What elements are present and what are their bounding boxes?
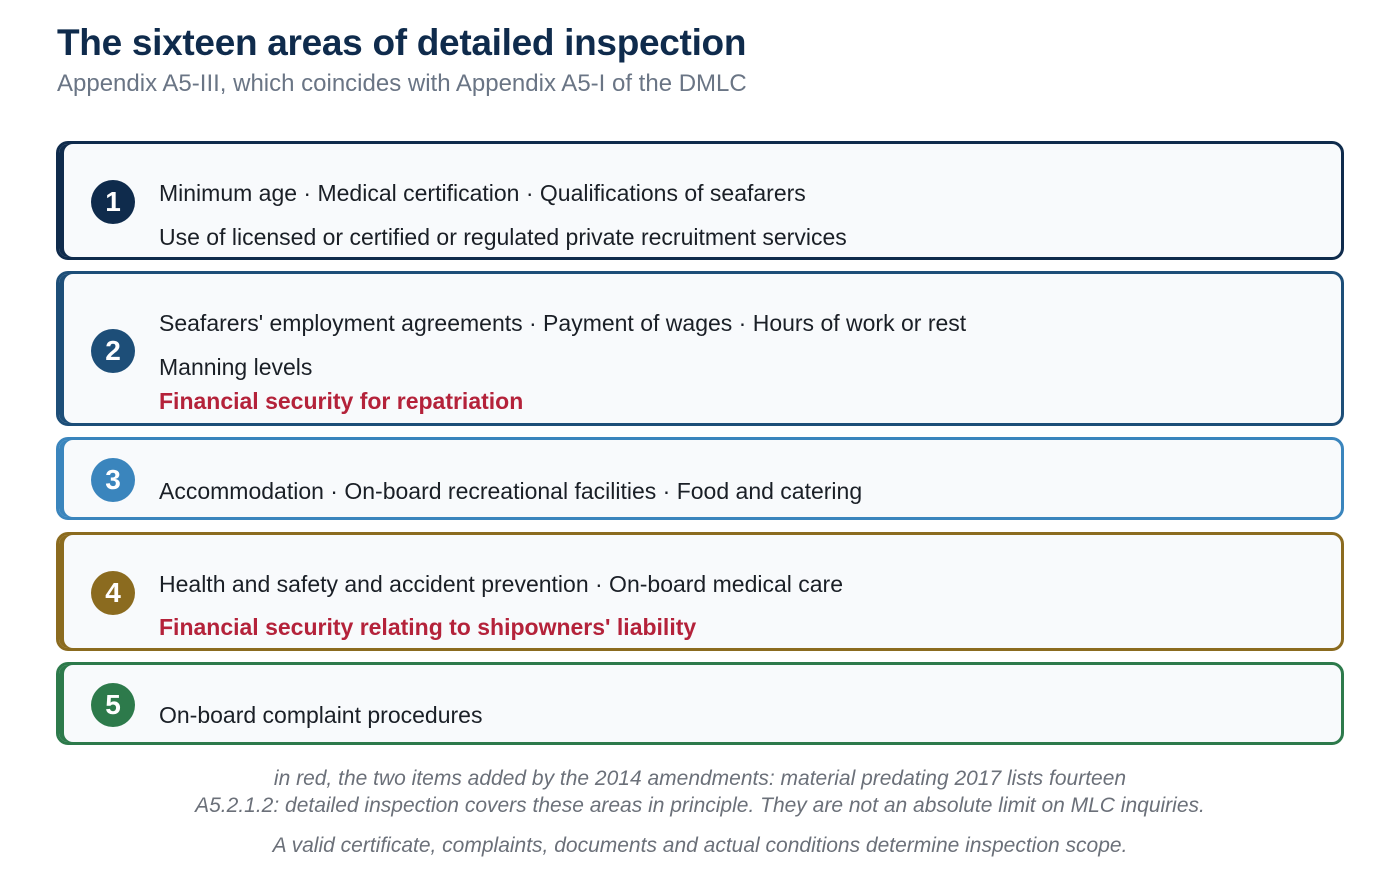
added-item-line: Financial security for repatriation [159,388,524,414]
group-item-line: On-board complaint procedures [159,702,483,728]
group-number-badge: 1 [91,180,135,224]
group-number-badge: 4 [91,571,135,615]
group-card-5: 5 On-board complaint procedures [56,662,1344,745]
footnote-legend: in red, the two items added by the 2014 … [273,767,1127,790]
group-item-line: Minimum age · Medical certification · Qu… [159,180,806,206]
group-number-badge: 5 [91,683,135,727]
page-title: The sixteen areas of detailed inspection [57,22,747,63]
group-item-line: Use of licensed or certified or regulate… [159,224,847,250]
group-card-2: 2 Seafarers' employment agreements · Pay… [56,271,1344,426]
footnote-determinants: A valid certificate, complaints, documen… [272,834,1128,857]
group-item-line: Health and safety and accident preventio… [159,571,844,597]
page-subtitle: Appendix A5-III, which coincides with Ap… [57,70,747,97]
group-number-badge: 2 [91,329,135,373]
group-item-line: Accommodation · On-board recreational fa… [159,478,863,504]
group-card-4: 4 Health and safety and accident prevent… [56,532,1344,651]
added-item-line: Financial security relating to shipowner… [159,614,697,640]
group-card-1: 1 Minimum age · Medical certification · … [56,141,1344,260]
group-item-line: Manning levels [159,354,313,380]
group-number-badge: 3 [91,458,135,502]
group-card-3: 3 Accommodation · On-board recreational … [56,437,1344,520]
group-item-line: Seafarers' employment agreements · Payme… [159,310,967,336]
footnote-scope: A5.2.1.2: detailed inspection covers the… [195,794,1205,817]
